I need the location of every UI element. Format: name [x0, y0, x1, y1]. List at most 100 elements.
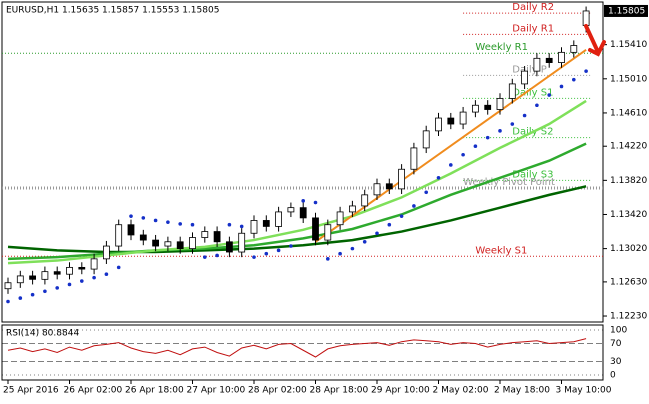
last-price-box — [604, 4, 648, 17]
candle-body — [103, 245, 110, 260]
candle-body — [4, 282, 12, 290]
sar-dot — [227, 222, 232, 227]
candle-body — [29, 275, 37, 280]
sar-dot — [338, 251, 342, 256]
sar-dot — [375, 231, 379, 236]
sar-dot — [313, 200, 318, 205]
sar-dot — [166, 220, 170, 224]
sar-dot — [6, 299, 10, 304]
sar-dot — [473, 144, 478, 149]
x-tick-label: 28 Apr 18:00 — [310, 386, 369, 396]
candle-body — [213, 231, 221, 243]
rsi-tick-label: 30 — [610, 357, 622, 367]
sar-dot — [252, 255, 256, 259]
candle-body — [152, 239, 160, 247]
y-tick-label: 1.12230 — [610, 312, 647, 322]
sar-dot — [559, 84, 564, 89]
x-tick-label: 26 Apr 02:00 — [64, 386, 123, 396]
sar-dot — [129, 214, 133, 218]
candle-body — [471, 104, 479, 113]
sar-dot — [215, 253, 219, 258]
x-tick-label: 26 Apr 18:00 — [125, 386, 184, 396]
last-price-label: 1.15805 — [608, 6, 645, 16]
candle-body — [78, 266, 86, 270]
sar-dot — [153, 218, 158, 223]
sar-dot — [190, 222, 195, 227]
rsi-pane — [1, 324, 604, 381]
chart-title: EURUSD,H1 1.15635 1.15857 1.15553 1.1580… — [6, 6, 219, 16]
x-tick-label: 25 Apr 2016 — [3, 386, 59, 396]
sar-dot — [276, 248, 281, 253]
y-tick-label: 1.14220 — [610, 142, 647, 152]
sar-dot — [387, 222, 392, 227]
candle-body — [324, 224, 332, 241]
sar-dot — [350, 246, 355, 251]
pivot-label: Daily S3 — [512, 169, 553, 180]
candle-body — [385, 183, 393, 190]
sar-dot — [203, 255, 207, 259]
rsi-tick-label: 0 — [610, 371, 616, 381]
sar-dot — [92, 275, 96, 280]
pivot-label: Daily R1 — [512, 23, 554, 34]
candle-body — [558, 51, 565, 63]
y-tick-label: 1.13820 — [610, 176, 647, 186]
sar-dot — [264, 251, 269, 256]
candle-body — [312, 217, 319, 241]
candle-body — [496, 98, 504, 110]
sar-dot — [535, 103, 539, 108]
sar-dot — [326, 257, 330, 261]
candle-body — [336, 211, 344, 226]
trendline — [314, 48, 587, 243]
rsi-label: RSI(14) 80.8844 — [6, 329, 79, 339]
candle-body — [348, 205, 356, 213]
candle-body — [189, 237, 196, 250]
sar-dot — [424, 190, 429, 195]
rsi-tick-label: 70 — [610, 339, 622, 349]
sar-dot — [436, 175, 441, 180]
candle-body — [90, 258, 98, 270]
candle-body — [164, 241, 172, 247]
pivot-label: Daily R2 — [512, 2, 554, 13]
y-tick-label: 1.15010 — [610, 74, 647, 84]
sar-dot — [584, 69, 588, 73]
x-tick-label: 27 Apr 10:00 — [187, 386, 246, 396]
candle-body — [41, 271, 49, 280]
sar-dot — [572, 77, 576, 82]
arrow-annotation — [584, 24, 606, 57]
pivot-label: Daily P — [512, 64, 547, 75]
sar-dot — [449, 163, 453, 167]
sar-dot — [141, 216, 146, 220]
candle-body — [398, 168, 406, 190]
rsi-tick-label: 100 — [610, 326, 627, 336]
pivot-label: Weekly S1 — [475, 245, 527, 256]
candle-body — [484, 104, 492, 110]
main-pane — [1, 1, 604, 323]
sar-dot — [67, 282, 72, 287]
candle-body — [533, 57, 541, 72]
sar-dot — [116, 265, 121, 270]
candle-body — [176, 241, 184, 250]
candle-body — [508, 83, 516, 99]
rsi-line — [7, 338, 587, 358]
sar-dot — [461, 152, 465, 157]
sar-dot — [80, 279, 84, 283]
candle-body — [250, 220, 258, 234]
candle-body — [225, 241, 233, 253]
candle-body — [262, 220, 270, 227]
candle-body — [545, 57, 553, 63]
sar-dot — [399, 214, 404, 218]
x-tick-label: 28 Apr 02:00 — [248, 386, 307, 396]
x-tick-label: 2 May 18:00 — [494, 386, 550, 396]
x-tick-label: 3 May 10:00 — [556, 386, 612, 396]
sar-dot — [178, 222, 182, 226]
sar-dot — [362, 239, 367, 244]
pivot-label: Weekly R1 — [475, 42, 528, 53]
candle-body — [459, 111, 467, 125]
sar-dot — [547, 93, 551, 97]
y-tick-label: 1.15410 — [610, 40, 647, 50]
candle-body — [422, 130, 430, 149]
candle-body — [201, 231, 209, 238]
candle-body — [53, 271, 61, 275]
candle-body — [582, 10, 590, 26]
